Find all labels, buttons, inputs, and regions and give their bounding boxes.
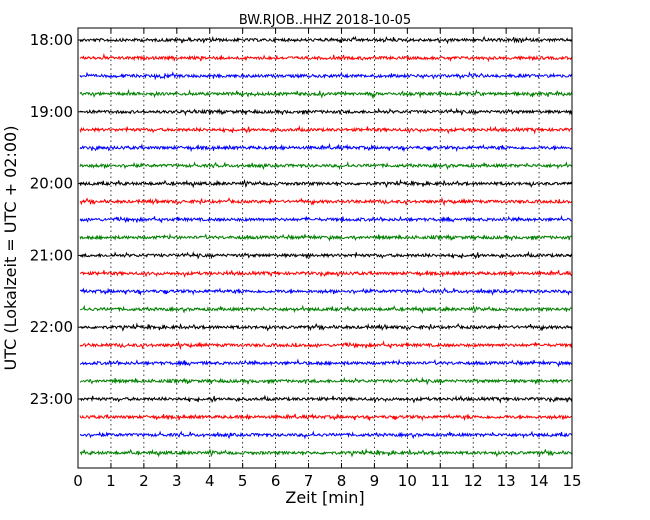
x-tick-label: 5 (238, 472, 248, 490)
x-tick-label: 11 (431, 472, 450, 490)
trace-18:30 (79, 71, 573, 81)
chart-title: BW.RJOB..HHZ 2018-10-05 (239, 13, 411, 28)
trace-19:15 (79, 125, 573, 135)
traces (79, 35, 573, 458)
x-tick-label: 3 (172, 472, 182, 490)
x-tick-label: 15 (562, 472, 581, 490)
trace-18:00 (79, 35, 573, 45)
x-tick-label: 13 (497, 472, 516, 490)
trace-23:30 (79, 430, 573, 440)
trace-23:45 (79, 447, 573, 458)
trace-18:45 (79, 88, 573, 99)
trace-23:00 (79, 394, 573, 404)
x-tick-label: 0 (73, 472, 83, 490)
plot-frame (77, 27, 573, 469)
x-axis: 0 1 2 3 4 5 6 7 8 9 10 11 12 13 14 15 (73, 28, 582, 490)
x-tick-label: 7 (304, 472, 314, 490)
y-tick-label: 22:00 (30, 318, 73, 336)
trace-22:30 (79, 358, 572, 368)
x-tick-label: 1 (106, 472, 116, 490)
trace-23:15 (79, 413, 573, 422)
trace-22:45 (79, 376, 573, 386)
trace-19:45 (79, 160, 573, 171)
x-tick-label: 10 (398, 472, 417, 490)
x-tick-label: 14 (530, 472, 549, 490)
trace-20:00 (79, 178, 573, 189)
y-tick-label: 18:00 (30, 31, 73, 49)
trace-19:30 (79, 142, 573, 153)
trace-20:15 (79, 196, 573, 207)
trace-19:00 (79, 107, 573, 117)
x-tick-label: 4 (205, 472, 215, 490)
y-axis: 18:00 19:00 20:00 21:00 22:00 23:00 (30, 31, 572, 408)
x-tick-label: 2 (139, 472, 149, 490)
trace-20:30 (79, 214, 572, 224)
y-tick-label: 21:00 (30, 246, 73, 264)
y-axis-label: UTC (Lokalzeit = UTC + 02:00) (1, 126, 20, 371)
trace-21:15 (79, 269, 573, 278)
trace-21:45 (79, 304, 573, 314)
trace-20:45 (79, 233, 573, 242)
trace-18:15 (79, 53, 573, 63)
trace-22:15 (79, 340, 573, 351)
x-axis-label: Zeit [min] (285, 488, 364, 507)
trace-22:00 (79, 322, 573, 332)
trace-21:00 (79, 250, 573, 260)
x-tick-label: 9 (370, 472, 380, 490)
y-tick-label: 23:00 (30, 390, 73, 408)
grid-lines (110, 28, 540, 468)
y-tick-label: 19:00 (30, 103, 73, 121)
y-tick-label: 20:00 (30, 175, 73, 193)
x-tick-label: 8 (337, 472, 347, 490)
x-tick-label: 12 (464, 472, 483, 490)
x-tick-label: 6 (271, 472, 281, 490)
trace-21:30 (79, 287, 573, 296)
